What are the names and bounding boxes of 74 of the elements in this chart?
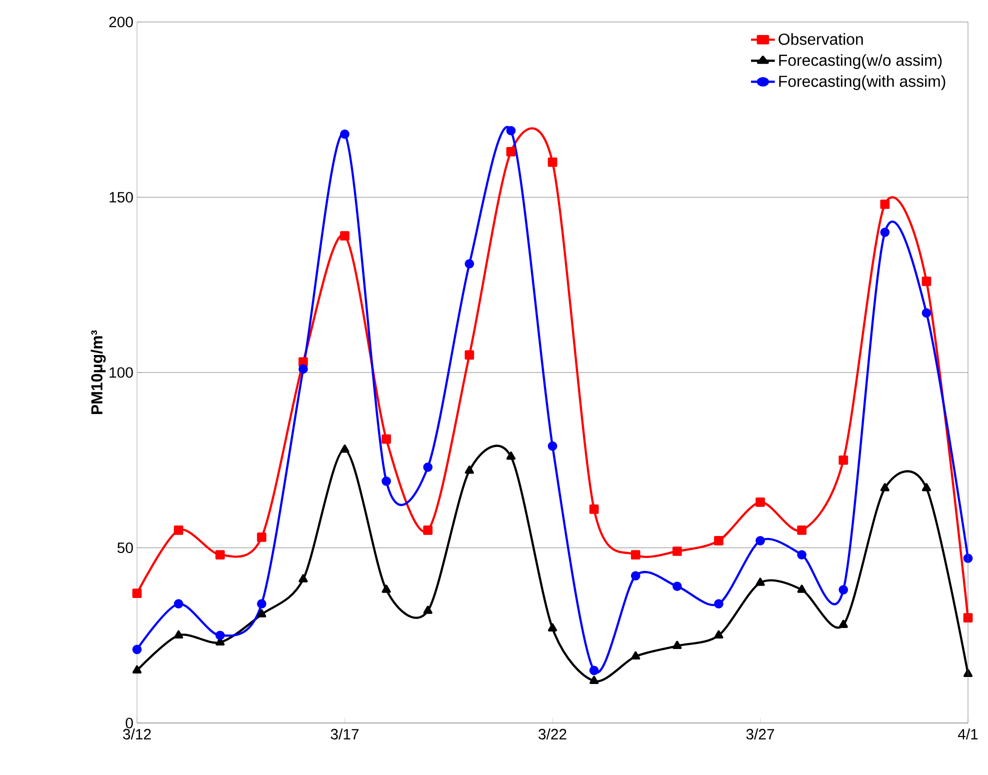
legend-label: Observation: [778, 33, 863, 45]
point: [506, 126, 516, 136]
point: [257, 609, 266, 618]
point: [382, 476, 391, 486]
point: [464, 350, 474, 360]
point: [672, 640, 682, 649]
point: [215, 630, 225, 640]
point: [382, 584, 391, 593]
y-tick-label: 50: [117, 542, 133, 554]
point: [756, 536, 765, 546]
point: [174, 630, 184, 638]
point: [548, 441, 558, 451]
point: [382, 434, 391, 444]
point: [548, 623, 558, 632]
point: [838, 585, 848, 594]
point: [215, 550, 225, 560]
point: [256, 599, 266, 609]
legend-label: Forecasting(w/o assim): [779, 54, 942, 70]
point: [756, 498, 765, 507]
x-tick-label: 3/17: [330, 728, 359, 740]
point: [797, 584, 806, 593]
point: [880, 200, 890, 209]
point: [174, 599, 184, 609]
point: [922, 483, 932, 492]
point: [506, 146, 516, 156]
point: [963, 668, 973, 678]
point: [256, 532, 266, 542]
point: [631, 651, 640, 660]
point: [464, 259, 474, 269]
point: [797, 526, 806, 535]
point: [922, 276, 932, 286]
point: [506, 452, 516, 460]
point: [423, 526, 433, 535]
x-tick-label: 3/22: [538, 728, 566, 740]
point: [714, 630, 724, 638]
point: [714, 599, 724, 609]
point: [423, 462, 433, 472]
y-tick-label: 150: [110, 192, 133, 203]
point: [298, 364, 308, 374]
point: [340, 444, 350, 453]
point: [590, 676, 599, 684]
point: [132, 588, 142, 598]
point: [630, 550, 640, 560]
point: [963, 613, 973, 623]
point: [922, 308, 932, 318]
y-tick-label: 200: [109, 16, 133, 28]
point: [423, 606, 432, 614]
point: [756, 578, 765, 586]
point: [464, 466, 474, 474]
point: [340, 129, 350, 139]
point: [298, 574, 308, 582]
point: [132, 665, 142, 674]
point: [340, 231, 350, 240]
point: [880, 228, 890, 237]
point: [797, 550, 806, 560]
x-tick-label: 4/1: [958, 728, 978, 740]
y-axis-title: PM10μg/m³: [90, 330, 106, 414]
legend-label: Forecasting(with assim): [779, 75, 946, 90]
point: [714, 536, 724, 546]
point: [838, 620, 848, 628]
x-tick-label: 3/27: [746, 728, 774, 740]
x-tick-label: 3/12: [123, 728, 151, 740]
point: [672, 582, 682, 591]
point: [672, 546, 682, 556]
point: [589, 504, 599, 514]
point: [132, 644, 142, 654]
y-tick-label: 100: [110, 367, 133, 378]
point: [174, 526, 184, 535]
point: [880, 483, 890, 492]
point: [630, 571, 640, 580]
point: [589, 666, 599, 676]
point: [838, 455, 848, 465]
point: [548, 158, 558, 167]
y-tick-label: 0: [126, 718, 133, 728]
